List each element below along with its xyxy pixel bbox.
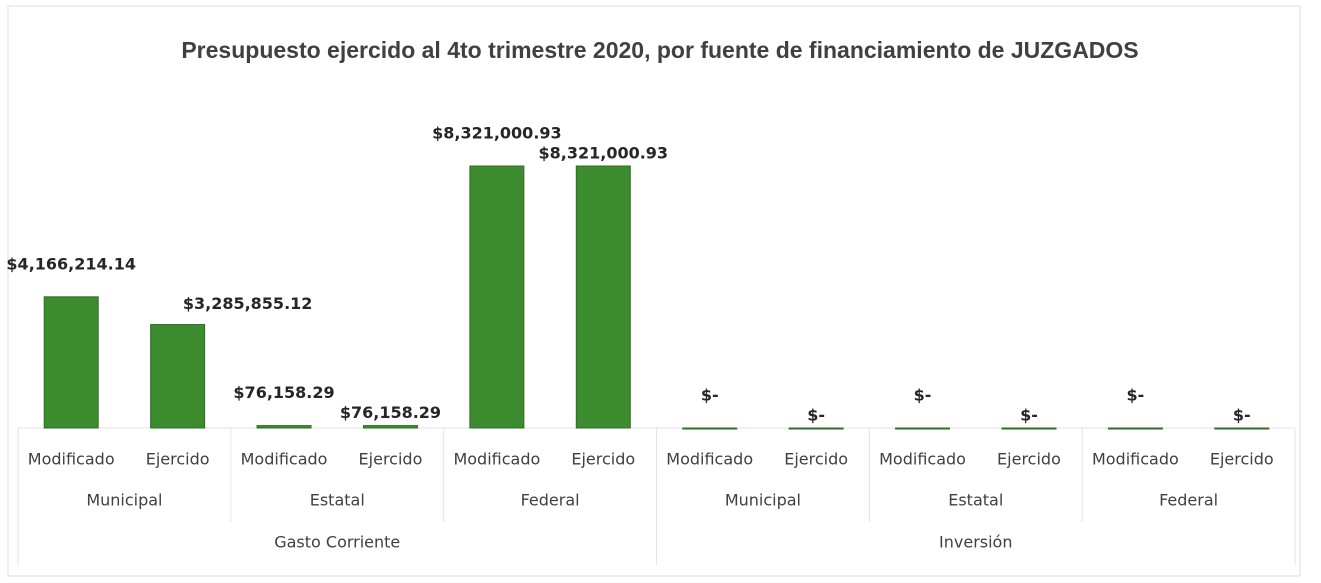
data-label: $4,166,214.14 (6, 254, 136, 273)
x-tick-label: Ejercido (146, 450, 210, 469)
x-tick-label: Ejercido (571, 450, 635, 469)
bar (469, 165, 525, 429)
group-label: Estatal (948, 491, 1003, 510)
data-label: $76,158.29 (340, 403, 441, 422)
x-tick-label: Ejercido (784, 450, 848, 469)
data-label: $- (1020, 406, 1038, 425)
group-label: Estatal (310, 491, 365, 510)
x-tick-label: Ejercido (1210, 450, 1274, 469)
data-label: $- (701, 386, 719, 405)
group-label: Municipal (86, 491, 162, 510)
supergroup-label: Inversión (939, 533, 1012, 552)
chart-border (7, 5, 1301, 577)
data-label: $- (914, 386, 932, 405)
chart-title: Presupuesto ejercido al 4to trimestre 20… (181, 37, 1139, 63)
data-label: $3,285,855.12 (183, 294, 313, 313)
supergroup-label: Gasto Corriente (274, 533, 400, 552)
group-label: Federal (1159, 491, 1218, 510)
bar (575, 165, 631, 429)
x-tick-label: Modificado (1092, 450, 1179, 469)
bar (150, 324, 206, 429)
x-tick-label: Modificado (666, 450, 753, 469)
data-label: $8,321,000.93 (432, 124, 562, 143)
group-label: Federal (521, 491, 580, 510)
group-label: Municipal (725, 491, 801, 510)
x-tick-label: Modificado (453, 450, 540, 469)
x-tick-label: Modificado (28, 450, 115, 469)
bar (682, 427, 738, 430)
bar (256, 425, 312, 429)
bar (362, 425, 418, 429)
bar (895, 427, 951, 430)
bar (1214, 427, 1270, 430)
bar (1107, 427, 1163, 430)
x-tick-label: Modificado (241, 450, 328, 469)
x-tick-label: Modificado (879, 450, 966, 469)
data-label: $- (807, 406, 825, 425)
x-tick-label: Ejercido (359, 450, 423, 469)
data-label: $- (1126, 386, 1144, 405)
bar (788, 427, 844, 430)
bar (1001, 427, 1057, 430)
data-label: $76,158.29 (233, 383, 334, 402)
data-label: $- (1233, 406, 1251, 425)
x-tick-label: Ejercido (997, 450, 1061, 469)
bar (43, 296, 99, 429)
data-label: $8,321,000.93 (539, 144, 669, 163)
